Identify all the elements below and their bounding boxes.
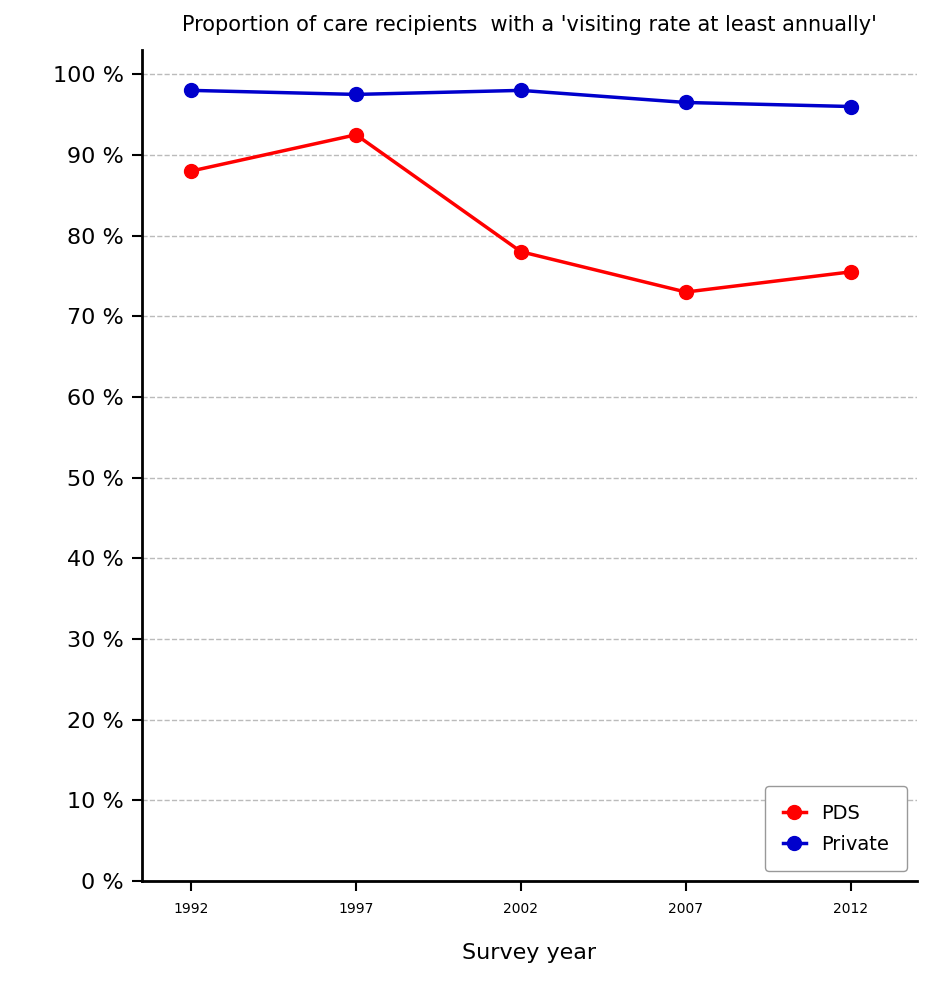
Private [844, 100, 855, 112]
PDS [680, 286, 691, 298]
PDS [185, 165, 196, 177]
PDS [514, 245, 526, 257]
Line: PDS: PDS [184, 128, 857, 299]
PDS [350, 129, 362, 141]
Title: Proportion of care recipients  with a 'visiting rate at least annually': Proportion of care recipients with a 'vi… [181, 15, 876, 35]
Private [185, 84, 196, 96]
X-axis label: Survey year: Survey year [462, 944, 596, 964]
Legend: PDS, Private: PDS, Private [765, 787, 906, 871]
PDS [844, 266, 855, 278]
Private [514, 84, 526, 96]
Private [680, 96, 691, 108]
Private [350, 88, 362, 100]
Line: Private: Private [184, 83, 857, 113]
